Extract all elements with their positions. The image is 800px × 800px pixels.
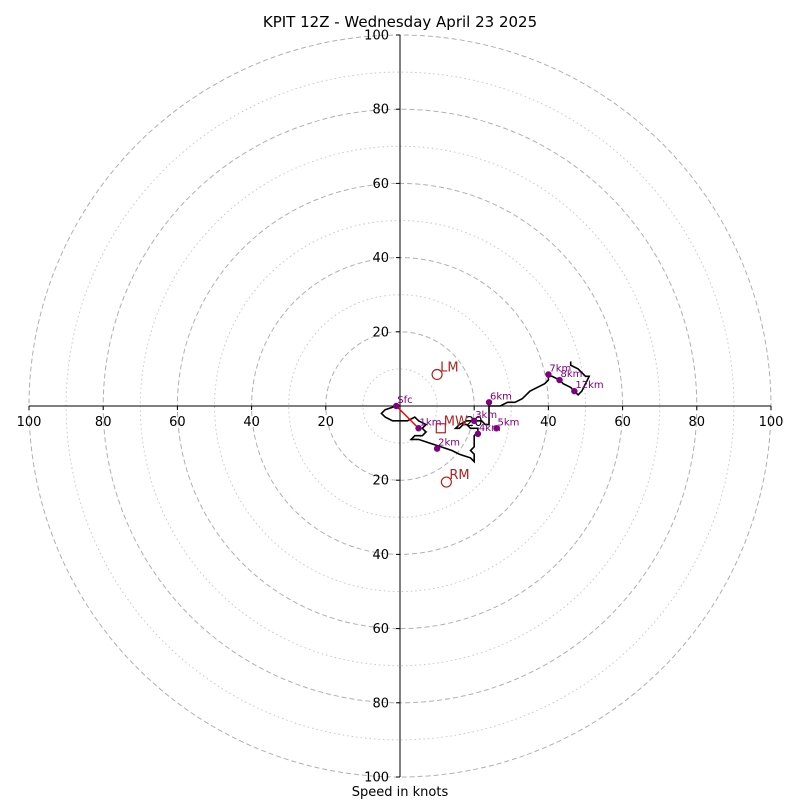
height-label-7: 7km	[549, 363, 571, 374]
height-marker-5	[493, 425, 500, 432]
y-tick-label-4: 20	[372, 325, 389, 340]
storm-marker-1	[440, 476, 452, 488]
y-tick-label-2: 60	[372, 177, 389, 192]
y-tick-label-0: 100	[364, 29, 389, 44]
storm-label-1: RM	[449, 468, 469, 483]
height-marker-8	[556, 376, 563, 384]
x-tick-label-4: 20	[318, 415, 335, 430]
x-tick-label-2: 60	[169, 415, 186, 430]
x-tick-label-3: 40	[243, 415, 260, 430]
height-marker-9	[571, 387, 578, 395]
height-marker-3	[471, 417, 478, 425]
hodograph-trace	[380, 361, 591, 464]
x-tick-label-9: 100	[759, 415, 784, 430]
height-label-0: Sfc	[397, 395, 412, 406]
storm-motion-markers: LM RM MW	[431, 360, 470, 488]
height-marker-6	[485, 399, 493, 406]
x-axis-label: Speed in knots	[352, 785, 449, 800]
y-tick-label-7: 60	[372, 622, 389, 637]
height-marker-4	[474, 430, 482, 438]
height-label-3: 3km	[475, 410, 497, 421]
y-tick-label-6: 40	[372, 548, 389, 563]
height-label-4: 4km	[479, 423, 501, 434]
x-tick-label-0: 100	[17, 415, 42, 430]
storm-label-2: MW	[444, 414, 468, 429]
y-tick-label-9: 100	[364, 771, 389, 786]
storm-marker-0	[431, 368, 443, 381]
height-label-2: 2km	[438, 438, 460, 449]
x-tick-label-8: 80	[689, 415, 706, 430]
height-label-8: 8km	[561, 369, 583, 380]
y-tick-label-5: 20	[372, 474, 389, 489]
height-marker-1	[415, 425, 422, 432]
height-marker-0	[393, 402, 400, 410]
x-tick-label-6: 40	[540, 415, 557, 430]
height-label-1: 1km	[420, 417, 442, 428]
storm-label-0: LM	[440, 360, 458, 375]
axis-ticks: 1008060402020406080100100806040202040608…	[17, 29, 784, 786]
height-marker-2	[433, 445, 441, 452]
storm-marker-2	[435, 423, 446, 434]
y-tick-label-3: 40	[372, 251, 389, 266]
height-label-9: 12km	[575, 380, 603, 391]
chart-title: KPIT 12Z - Wednesday April 23 2025	[263, 13, 537, 31]
shear-vector	[395, 405, 420, 429]
x-tick-label-1: 80	[95, 415, 112, 430]
height-label-6: 6km	[490, 391, 512, 402]
y-tick-label-8: 80	[372, 696, 389, 711]
height-marker-7	[545, 371, 552, 378]
y-tick-label-1: 80	[372, 103, 389, 118]
height-label-5: 5km	[497, 417, 519, 428]
x-tick-label-7: 60	[614, 415, 631, 430]
